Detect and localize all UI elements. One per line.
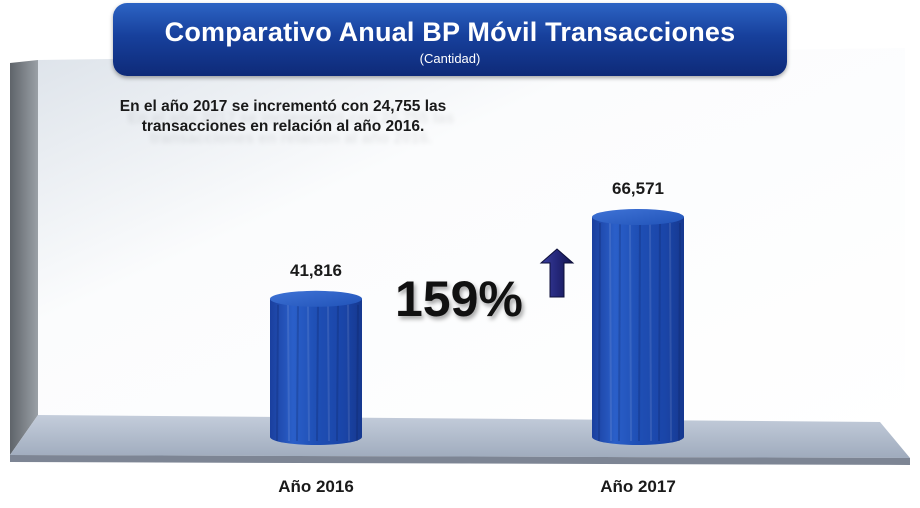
bar-texture <box>629 222 632 442</box>
chart-subtitle: (Cantidad) <box>419 51 481 66</box>
bar-texture <box>356 304 359 442</box>
bar-body <box>270 298 362 445</box>
bar-value-label: 66,571 <box>612 179 664 198</box>
bar-texture <box>649 222 652 442</box>
bar-texture <box>336 304 339 442</box>
bar-texture <box>658 222 661 442</box>
bar-2 <box>592 209 684 445</box>
bar-top <box>270 290 362 307</box>
up-arrow-icon <box>539 248 575 298</box>
growth-percentage: 159% <box>395 271 523 327</box>
bar-body <box>592 217 684 445</box>
bar-texture <box>598 222 601 442</box>
bar-texture <box>609 222 612 442</box>
bar-texture <box>618 222 621 442</box>
chart-side-wall <box>10 60 38 455</box>
bar-texture <box>276 304 279 442</box>
bar-texture <box>287 304 290 442</box>
bar-1 <box>270 290 362 445</box>
bar-texture <box>678 222 681 442</box>
bar-texture <box>316 304 319 442</box>
bar-value-label: 41,816 <box>290 260 342 280</box>
chart-title: Comparativo Anual BP Móvil Transacciones <box>164 17 736 47</box>
chart-back-wall <box>38 48 905 440</box>
bar-texture <box>307 304 310 442</box>
bar-texture <box>296 304 299 442</box>
category-label: Año 2016 <box>278 477 354 496</box>
bar-texture <box>327 304 330 442</box>
note-shadow: En el año 2017 se incrementó con 24,755 … <box>127 110 455 147</box>
bar-top <box>592 209 684 225</box>
chart-note: En el año 2017 se incrementó con 24,755 … <box>119 98 447 135</box>
bar-texture <box>669 222 672 442</box>
category-label: Año 2017 <box>600 477 676 496</box>
bar-texture <box>638 222 641 442</box>
bars-layer <box>270 209 684 445</box>
title-banner: Comparativo Anual BP Móvil Transacciones… <box>113 3 787 76</box>
chart-floor-edge <box>10 455 910 465</box>
chart-floor <box>10 415 910 458</box>
bar-texture <box>347 304 350 442</box>
